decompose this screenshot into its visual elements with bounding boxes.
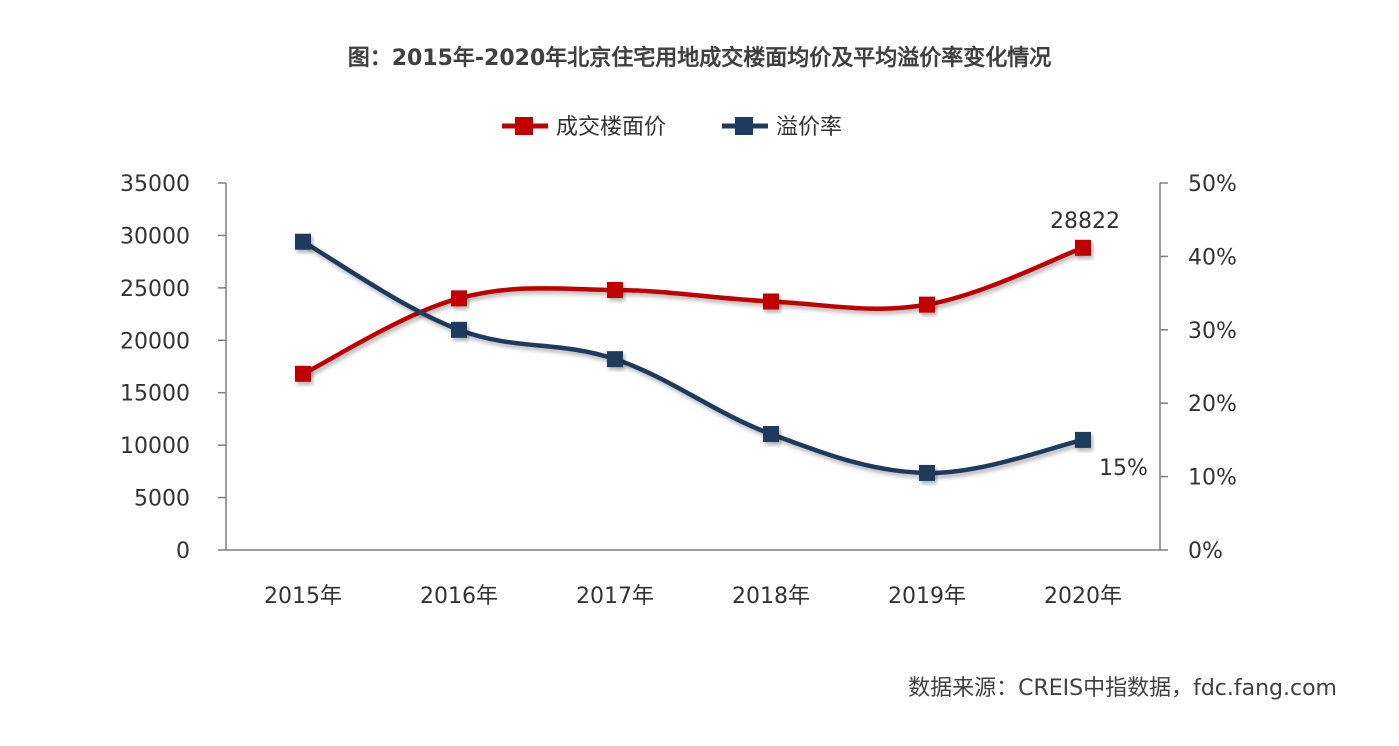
- y-left-tick-label: 5000: [134, 487, 190, 512]
- source-note: 数据来源：CREIS中指数据，fdc.fang.com: [908, 676, 1337, 701]
- y-right-tick-label: 20%: [1188, 392, 1237, 417]
- legend-price-label: 成交楼面价: [556, 115, 666, 140]
- data-label-premium-2020: 15%: [1099, 456, 1148, 481]
- data-point-premium: [763, 426, 779, 443]
- legend-premium-label: 溢价率: [776, 115, 842, 140]
- data-point-price: [1075, 239, 1091, 256]
- data-point-price: [763, 293, 779, 310]
- data-point-price: [607, 281, 623, 298]
- data-point-premium: [919, 464, 935, 481]
- x-tick-label: 2019年: [888, 584, 966, 609]
- legend-premium-marker: [735, 117, 753, 135]
- y-right-tick-label: 50%: [1188, 172, 1237, 197]
- y-left-tick-label: 20000: [120, 329, 190, 354]
- series-line-price: [302, 245, 1084, 376]
- y-right-tick-label: 0%: [1188, 539, 1223, 564]
- data-point-price: [451, 290, 467, 307]
- chart-title: 图：2015年-2020年北京住宅用地成交楼面均价及平均溢价率变化情况: [347, 46, 1052, 71]
- y-right-tick-label: 40%: [1188, 245, 1237, 270]
- legend: 成交楼面价 溢价率: [502, 115, 842, 140]
- legend-price-marker: [515, 117, 533, 135]
- x-tick-label: 2016年: [420, 584, 498, 609]
- data-label-price-2020: 28822: [1050, 209, 1120, 234]
- y-right-tick-label: 30%: [1188, 319, 1237, 344]
- y-left-tick-label: 25000: [120, 277, 190, 302]
- y-left-tick-label: 30000: [120, 224, 190, 249]
- data-point-price: [295, 365, 311, 382]
- data-point-premium: [1075, 431, 1091, 448]
- x-tick-label: 2017年: [576, 584, 654, 609]
- data-point-price: [919, 296, 935, 313]
- y-right-tick-label: 10%: [1188, 466, 1237, 491]
- x-tick-label: 2018年: [732, 584, 810, 609]
- y-left-tick-label: 15000: [120, 382, 190, 407]
- y-left-tick-label: 35000: [120, 172, 190, 197]
- data-point-premium: [451, 321, 467, 338]
- data-point-premium: [607, 351, 623, 368]
- series-line-premium: [301, 239, 1084, 476]
- y-left-tick-label: 10000: [120, 434, 190, 459]
- x-tick-label: 2020年: [1044, 584, 1122, 609]
- data-point-premium: [295, 233, 311, 250]
- y-left-tick-label: 0: [176, 539, 190, 564]
- x-tick-label: 2015年: [264, 584, 342, 609]
